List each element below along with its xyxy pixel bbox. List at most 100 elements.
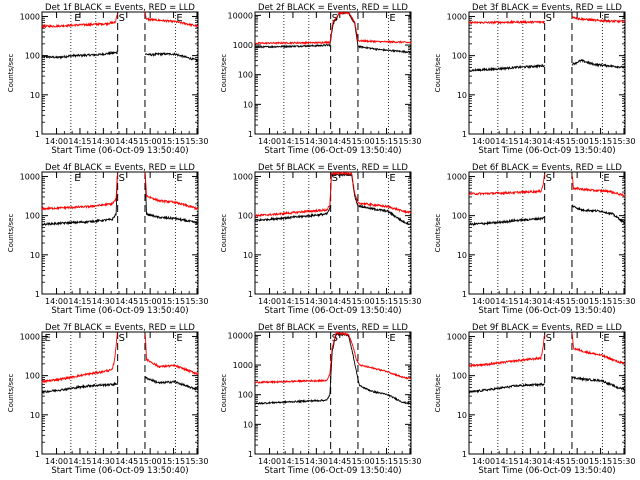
panel-3: Det 3f BLACK = Events, RED = LLD 1 10 100 10… [434, 3, 635, 156]
event-marker-e: E [45, 333, 51, 344]
panel-7: Det 7f BLACK = Events, RED = LLD 1 10 100 10… [7, 323, 208, 476]
y-tick-label: 1000 [20, 332, 40, 341]
y-tick-label: 100 [238, 71, 253, 80]
series-lld-line [41, 332, 199, 384]
x-tick-label: 15:30 [398, 297, 421, 306]
x-tick-label: 14:45 [328, 457, 351, 466]
x-tick-label: 14:15 [68, 297, 91, 306]
y-axis-label: Counts/sec [220, 54, 228, 93]
x-axis-label: Start Time (06-Oct-09 13:50:40) [478, 146, 615, 156]
event-marker-s: S [119, 173, 125, 184]
x-tick-label: 14:45 [115, 457, 138, 466]
y-tick-label: 1 [35, 130, 40, 139]
series-lld-line [468, 174, 626, 198]
event-marker-e: E [603, 333, 609, 344]
y-tick-label: 1000 [447, 172, 467, 181]
x-tick-label: 14:15 [281, 297, 304, 306]
event-marker-s: S [546, 13, 552, 24]
y-tick-label: 1000 [233, 172, 253, 181]
plot-frame [41, 171, 199, 295]
event-marker-s: S [332, 13, 338, 24]
y-tick-label: 10 [243, 420, 253, 429]
plot-frame [41, 331, 199, 455]
y-axis-label: Counts/sec [220, 374, 228, 413]
x-tick-label: 14:00 [45, 297, 68, 306]
y-tick-label: 100 [25, 212, 40, 221]
y-tick-label: 1 [35, 290, 40, 299]
x-tick-label: 14:45 [115, 137, 138, 146]
y-axis-label: Counts/sec [7, 54, 15, 93]
event-marker-e: E [176, 173, 182, 184]
x-tick-label: 14:30 [92, 297, 115, 306]
x-tick-label: 14:45 [542, 297, 565, 306]
x-tick-label: 14:30 [519, 297, 542, 306]
series-events-line [41, 50, 199, 63]
y-axis-label: Counts/sec [7, 374, 15, 413]
x-tick-label: 14:30 [519, 457, 542, 466]
x-tick-label: 14:15 [495, 457, 518, 466]
event-marker-e: E [389, 173, 395, 184]
x-tick-label: 15:15 [162, 457, 185, 466]
y-tick-label: 10000 [228, 11, 253, 20]
series-events-line [468, 58, 626, 73]
y-axis-label: Counts/sec [434, 54, 442, 93]
x-tick-label: 15:00 [352, 137, 375, 146]
event-marker-e: E [74, 13, 80, 24]
y-tick-label: 1 [248, 450, 253, 459]
y-axis-label: Counts/sec [434, 374, 442, 413]
event-marker-e: E [603, 173, 609, 184]
x-tick-label: 15:00 [566, 297, 589, 306]
x-tick-label: 14:45 [328, 137, 351, 146]
panel-title: Det 1f BLACK = Events, RED = LLD [45, 3, 195, 13]
x-tick-label: 14:15 [281, 137, 304, 146]
event-marker-s: S [546, 333, 552, 344]
x-tick-label: 15:30 [612, 297, 635, 306]
plot-frame [468, 11, 626, 135]
y-tick-label: 10 [243, 251, 253, 260]
y-tick-label: 10 [30, 251, 40, 260]
series-lld-line [468, 333, 626, 369]
event-marker-s: S [119, 13, 125, 24]
x-tick-label: 15:15 [589, 297, 612, 306]
x-tick-label: 15:00 [139, 137, 162, 146]
panel-8: Det 8f BLACK = Events, RED = LLD 1 10 100 10… [220, 323, 421, 476]
panel-title: Det 7f BLACK = Events, RED = LLD [45, 323, 195, 333]
x-tick-label: 15:30 [398, 457, 421, 466]
x-tick-label: 15:15 [589, 457, 612, 466]
y-tick-label: 1000 [20, 12, 40, 21]
x-axis-label: Start Time (06-Oct-09 13:50:40) [478, 306, 615, 316]
x-axis-label: Start Time (06-Oct-09 13:50:40) [264, 466, 401, 476]
x-tick-label: 14:15 [495, 137, 518, 146]
series-events-line [41, 174, 199, 227]
y-tick-label: 100 [238, 212, 253, 221]
panel-title: Det 4f BLACK = Events, RED = LLD [45, 163, 195, 173]
plot-frame [468, 171, 626, 295]
x-tick-label: 15:30 [185, 137, 208, 146]
series-events-line [254, 172, 412, 226]
x-tick-label: 14:15 [68, 137, 91, 146]
panel-9: Det 9f BLACK = Events, RED = LLD 1 10 100 10… [434, 323, 635, 476]
series-events-line [468, 204, 626, 227]
x-tick-label: 14:30 [519, 137, 542, 146]
panel-4: Det 4f BLACK = Events, RED = LLD 1 10 100 10… [7, 163, 208, 316]
x-tick-label: 14:15 [495, 297, 518, 306]
event-marker-e: E [389, 13, 395, 24]
panel-title: Det 9f BLACK = Events, RED = LLD [472, 323, 622, 333]
y-tick-label: 1 [248, 290, 253, 299]
plot-frame [254, 331, 412, 455]
x-tick-label: 14:00 [258, 457, 281, 466]
x-tick-label: 14:00 [258, 297, 281, 306]
x-tick-label: 15:30 [185, 457, 208, 466]
y-tick-label: 1000 [20, 172, 40, 181]
x-axis-label: Start Time (06-Oct-09 13:50:40) [51, 306, 188, 316]
y-axis-label: Counts/sec [220, 214, 228, 253]
panel-title: Det 6f BLACK = Events, RED = LLD [472, 163, 622, 173]
panel-6: Det 6f BLACK = Events, RED = LLD 1 10 100 10… [434, 163, 635, 316]
panel-title: Det 8f BLACK = Events, RED = LLD [258, 323, 408, 333]
x-tick-label: 14:45 [328, 297, 351, 306]
y-tick-label: 100 [25, 372, 40, 381]
x-tick-label: 14:00 [45, 457, 68, 466]
y-tick-label: 1000 [233, 41, 253, 50]
plot-frame [254, 11, 412, 135]
event-marker-s: S [119, 333, 125, 344]
